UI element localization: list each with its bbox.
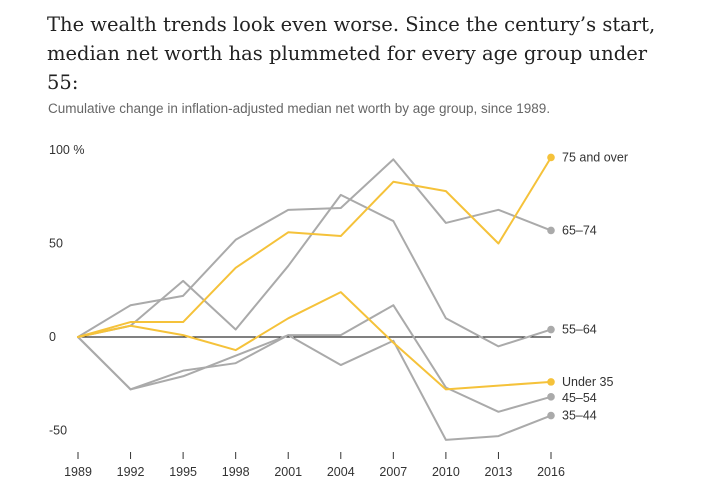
series-line	[77, 156, 552, 338]
chart-axes: 100 % 50 0 -50 1989 1992 1995 1998 2001 2004 2007 2…	[49, 143, 565, 479]
x-tick-label: 2004	[327, 465, 355, 479]
headline: The wealth trends look even worse. Since…	[47, 13, 656, 94]
series-label: 35–44	[562, 409, 597, 423]
series-end-point	[547, 393, 555, 401]
series-label: 65–74	[562, 223, 597, 237]
chart-subtitle: Cumulative change in inflation-adjusted …	[48, 101, 551, 116]
series-line	[77, 334, 552, 441]
series-label: 55–64	[562, 323, 597, 337]
series-end-point	[547, 226, 555, 235]
y-tick-label: 0	[49, 330, 56, 344]
series-end-point	[547, 378, 555, 386]
x-tick-label: 2013	[485, 465, 513, 479]
series-line	[77, 304, 552, 413]
series-label: 75 and over	[562, 150, 628, 164]
series-end-point	[547, 411, 555, 420]
x-tick-label: 2007	[379, 465, 407, 479]
series-end-point	[547, 325, 555, 334]
x-tick-label: 2001	[274, 465, 302, 479]
x-tick-label: 2010	[432, 465, 460, 479]
y-tick-label: 50	[49, 237, 63, 251]
series-line	[77, 193, 552, 348]
x-tick-label: 1992	[117, 465, 145, 479]
series-label: 45–54	[562, 391, 597, 405]
chart-lines	[77, 153, 555, 441]
chart-series-labels: 75 and over 65–74 55–64 Under 35 45–54 35–44	[562, 150, 628, 422]
x-tick-label: 2016	[537, 465, 565, 479]
y-tick-label: 100 %	[49, 143, 84, 157]
series-label: Under 35	[562, 375, 613, 389]
series-line	[77, 291, 552, 391]
y-tick-label: -50	[49, 424, 67, 438]
x-tick-label: 1989	[64, 465, 92, 479]
x-tick-label: 1998	[222, 465, 250, 479]
x-tick-label: 1995	[169, 465, 197, 479]
series-end-point	[547, 153, 555, 162]
